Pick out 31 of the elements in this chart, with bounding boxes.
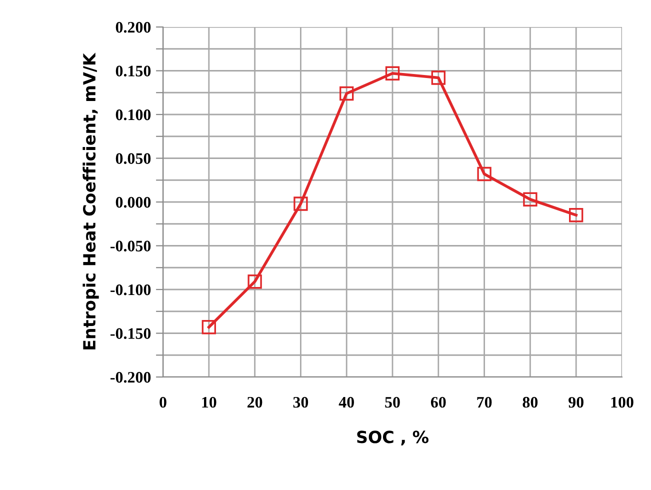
point [569, 208, 584, 222]
x-tick-label: 60 [430, 396, 446, 408]
x-tick-label: 40 [338, 396, 354, 408]
point [294, 196, 308, 211]
y-tick-label: -0.100 [110, 284, 151, 296]
y-tick-label: 0.200 [116, 22, 151, 33]
x-tick-label: 100 [611, 396, 634, 408]
x-tick-label: 0 [160, 396, 166, 408]
point [340, 86, 354, 101]
y-tick-label: -0.200 [110, 372, 151, 383]
point [385, 66, 400, 80]
x-tick-label: 70 [477, 396, 492, 408]
y-tick-label: -0.150 [110, 328, 151, 340]
x-tick-label: 80 [522, 396, 538, 408]
y-tick-label: 0.000 [116, 196, 151, 208]
point [477, 166, 492, 182]
point [248, 274, 262, 289]
x-tick-label: 30 [293, 396, 308, 408]
y-tick-label: -0.050 [110, 240, 151, 252]
y-tick-label: 0.050 [116, 153, 151, 164]
x-tick-label: 90 [568, 396, 584, 408]
point [202, 320, 216, 334]
x-tick-label: 50 [385, 396, 400, 408]
y-tick-label: 0.150 [116, 66, 151, 77]
point [431, 70, 446, 85]
y-axis-title: Entropic Heat Coefficient, mV/K [82, 52, 99, 350]
y-tick-label: 0.100 [116, 109, 151, 120]
point [523, 192, 538, 206]
x-tick-label: 20 [247, 396, 262, 408]
x-tick-label: 10 [202, 396, 216, 408]
x-axis-title: SOC , % [357, 430, 428, 446]
